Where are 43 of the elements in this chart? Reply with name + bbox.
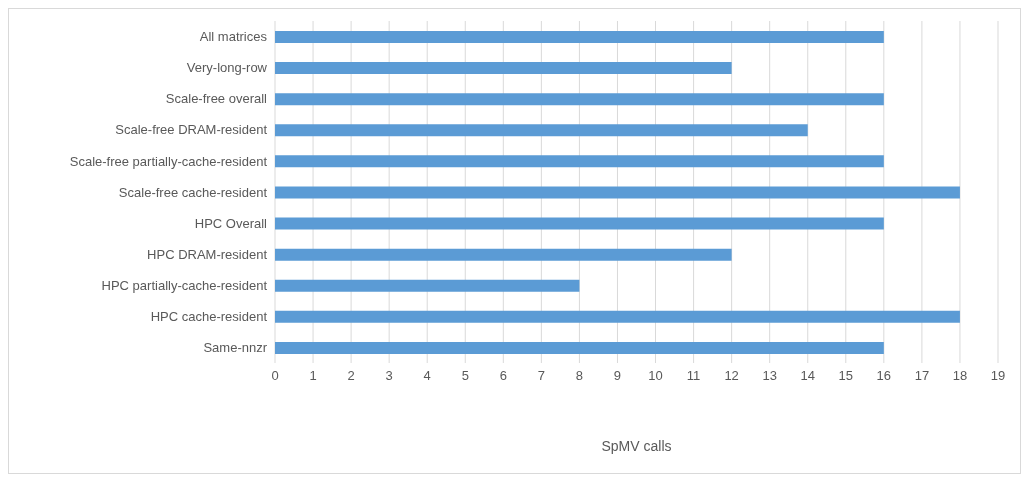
x-tick-label: 1 xyxy=(309,368,317,384)
x-tick-label: 2 xyxy=(347,368,355,384)
x-tick-label: 13 xyxy=(762,368,777,384)
y-tick-label: Same-nnzr xyxy=(203,340,268,356)
y-tick-label: Scale-free cache-resident xyxy=(118,184,268,200)
y-tick-label: All matrices xyxy=(199,29,268,45)
x-tick-label: 19 xyxy=(990,368,1006,384)
x-tick-label: 9 xyxy=(613,368,622,384)
x-tick-label: 5 xyxy=(461,368,469,384)
x-tick-label: 7 xyxy=(537,368,545,384)
x-tick-label: 16 xyxy=(876,368,892,384)
x-tick-label: 4 xyxy=(423,368,431,384)
x-tick-label: 8 xyxy=(575,368,584,384)
bar xyxy=(275,186,960,199)
x-tick-label: 6 xyxy=(499,368,507,384)
y-tick-label: HPC cache-resident xyxy=(150,308,268,324)
x-tick-label: 0 xyxy=(271,368,279,384)
x-tick-label: 15 xyxy=(838,368,854,384)
y-tick-label: Very-long-row xyxy=(186,60,268,76)
bar xyxy=(275,155,884,168)
bar xyxy=(275,124,808,137)
x-tick-label: 3 xyxy=(385,368,393,384)
x-tick-label: 14 xyxy=(800,368,815,384)
x-tick-label: 10 xyxy=(648,368,663,384)
y-tick-label: Scale-free overall xyxy=(165,91,268,107)
y-tick-label: HPC Overall xyxy=(194,215,268,231)
bar xyxy=(275,31,884,43)
bar xyxy=(275,62,732,75)
x-tick-label: 18 xyxy=(952,368,968,384)
bar xyxy=(275,93,884,106)
bar xyxy=(275,217,884,230)
y-tick-label: HPC DRAM-resident xyxy=(147,246,268,262)
x-tick-label: 17 xyxy=(914,368,930,384)
y-tick-label: HPC partially-cache-resident xyxy=(101,277,268,293)
y-tick-label: Scale-free DRAM-resident xyxy=(115,122,268,138)
x-tick-label: 11 xyxy=(686,368,701,384)
bar xyxy=(275,279,580,292)
bar xyxy=(275,310,960,323)
bar xyxy=(275,248,732,261)
x-axis-title: SpMV calls xyxy=(601,438,672,454)
x-tick-label: 12 xyxy=(724,368,739,384)
y-tick-label: Scale-free partially-cache-resident xyxy=(69,153,268,169)
bar xyxy=(275,341,884,354)
